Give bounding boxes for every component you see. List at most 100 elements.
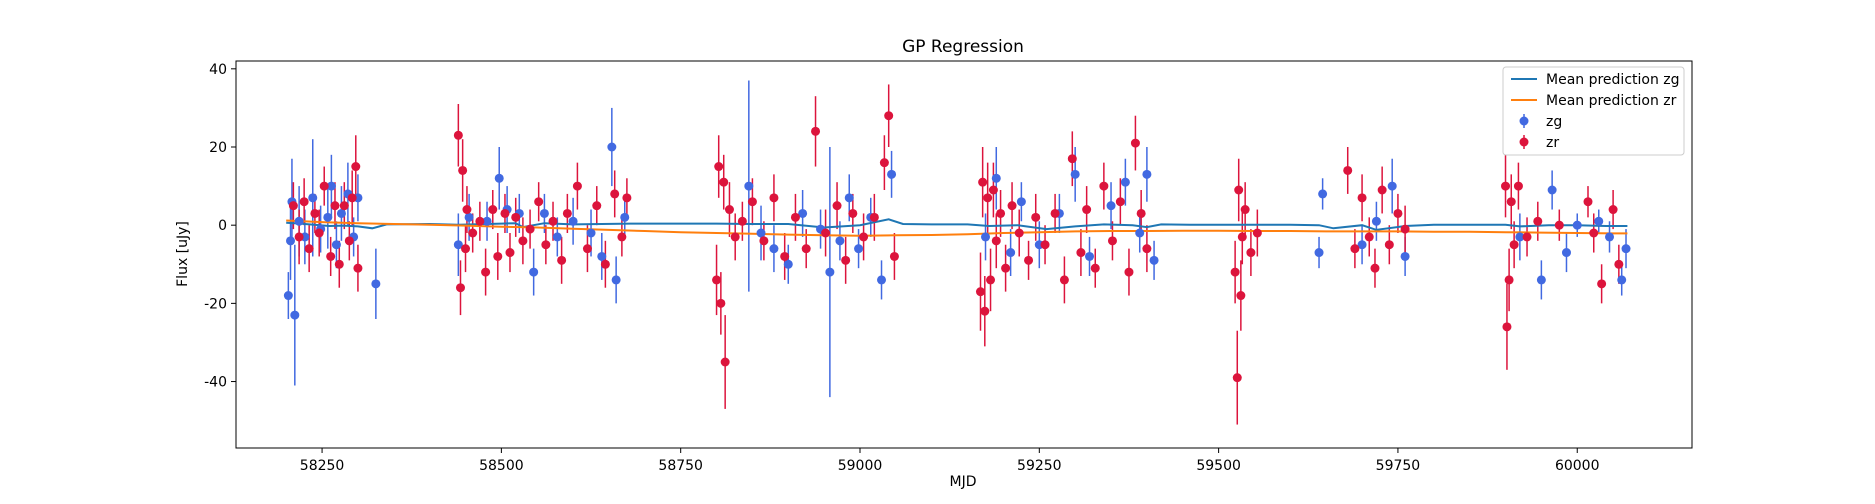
point-zr <box>720 357 730 367</box>
point-zr <box>622 193 632 203</box>
point-zg <box>1070 169 1080 179</box>
point-zr <box>975 287 985 297</box>
point-zr <box>353 263 363 273</box>
point-zg <box>1357 240 1367 250</box>
point-zr <box>572 181 582 191</box>
point-zr <box>996 208 1006 218</box>
y-tick-label: 40 <box>209 62 227 78</box>
point-zr <box>991 236 1001 246</box>
point-zr <box>821 228 831 238</box>
point-zr <box>1136 208 1146 218</box>
point-zr <box>1067 154 1077 164</box>
point-zr <box>347 193 357 203</box>
point-zr <box>304 244 314 254</box>
point-zr <box>344 236 354 246</box>
point-zr <box>518 236 528 246</box>
point-zg <box>1120 177 1130 187</box>
point-zr <box>600 259 610 269</box>
legend-label-zg-mean: Mean prediction zg <box>1546 72 1680 88</box>
point-zg <box>611 275 621 285</box>
legend-marker-zg <box>1519 116 1529 126</box>
y-tick-label: 0 <box>218 218 227 234</box>
point-zr <box>592 201 602 211</box>
point-zg <box>1149 255 1159 265</box>
point-zr <box>1504 275 1514 285</box>
point-zr <box>1014 228 1024 238</box>
point-zg <box>1561 248 1571 258</box>
point-zr <box>1082 205 1092 215</box>
point-zg <box>1400 251 1410 261</box>
point-zr <box>1589 228 1599 238</box>
point-zr <box>351 162 361 172</box>
point-zr <box>1357 193 1367 203</box>
point-zr <box>582 244 592 254</box>
x-axis-label: MJD <box>950 474 977 490</box>
point-zr <box>1364 232 1374 242</box>
line-mean-prediction-zr <box>286 219 1628 237</box>
point-zr <box>1554 220 1564 230</box>
point-zg <box>283 291 293 301</box>
point-zr <box>330 201 340 211</box>
point-zr <box>557 255 567 265</box>
point-zg <box>835 236 845 246</box>
point-zr <box>841 255 851 265</box>
point-zr <box>468 228 478 238</box>
point-zg <box>844 193 854 203</box>
point-zr <box>475 216 485 226</box>
point-zg <box>1387 181 1397 191</box>
point-zr <box>986 275 996 285</box>
x-tick-label: 59250 <box>1017 458 1062 474</box>
point-zr <box>1040 240 1050 250</box>
point-zg <box>286 236 296 246</box>
point-zg <box>1621 244 1631 254</box>
point-zg <box>825 267 835 277</box>
point-zr <box>458 165 468 175</box>
x-tick-label: 59000 <box>838 458 883 474</box>
y-tick-label: 20 <box>209 140 227 156</box>
lines-layer <box>286 218 1628 237</box>
point-zr <box>1252 228 1262 238</box>
point-zg <box>744 181 754 191</box>
point-zr <box>1513 181 1523 191</box>
point-zr <box>1240 205 1250 215</box>
point-zr <box>455 283 465 293</box>
point-zr <box>1509 240 1519 250</box>
point-zr <box>712 275 722 285</box>
point-zg <box>586 228 596 238</box>
point-zr <box>1076 248 1086 258</box>
point-zr <box>1007 201 1017 211</box>
point-zr <box>1400 224 1410 234</box>
x-tick-label: 58250 <box>300 458 345 474</box>
x-tick-label: 58750 <box>658 458 703 474</box>
chart-title: GP Regression <box>902 37 1024 57</box>
point-zg <box>1085 251 1095 261</box>
point-zr <box>737 216 747 226</box>
y-axis-ticks: -40 -20 0 20 40 <box>204 62 236 391</box>
point-zr <box>869 212 879 222</box>
point-zr <box>1234 185 1244 195</box>
point-zr <box>1050 208 1060 218</box>
point-zr <box>319 181 329 191</box>
point-zg <box>529 267 539 277</box>
point-zr <box>1130 138 1140 148</box>
point-zr <box>1001 263 1011 273</box>
point-zr <box>505 248 515 258</box>
point-zg <box>1314 248 1324 258</box>
point-zr <box>1031 212 1041 222</box>
plot-frame <box>235 60 1693 449</box>
point-zg <box>1515 232 1525 242</box>
point-zg <box>991 173 1001 183</box>
x-tick-label: 59750 <box>1376 458 1421 474</box>
point-zr <box>326 251 336 261</box>
point-zg <box>1371 216 1381 226</box>
point-zg <box>756 228 766 238</box>
y-tick-label: -20 <box>204 296 227 312</box>
point-zr <box>1350 244 1360 254</box>
markers-layer <box>283 111 1631 383</box>
point-zg <box>783 259 793 269</box>
point-zr <box>1343 165 1353 175</box>
point-zr <box>481 267 491 277</box>
point-zr <box>1501 181 1511 191</box>
point-zr <box>1522 232 1532 242</box>
